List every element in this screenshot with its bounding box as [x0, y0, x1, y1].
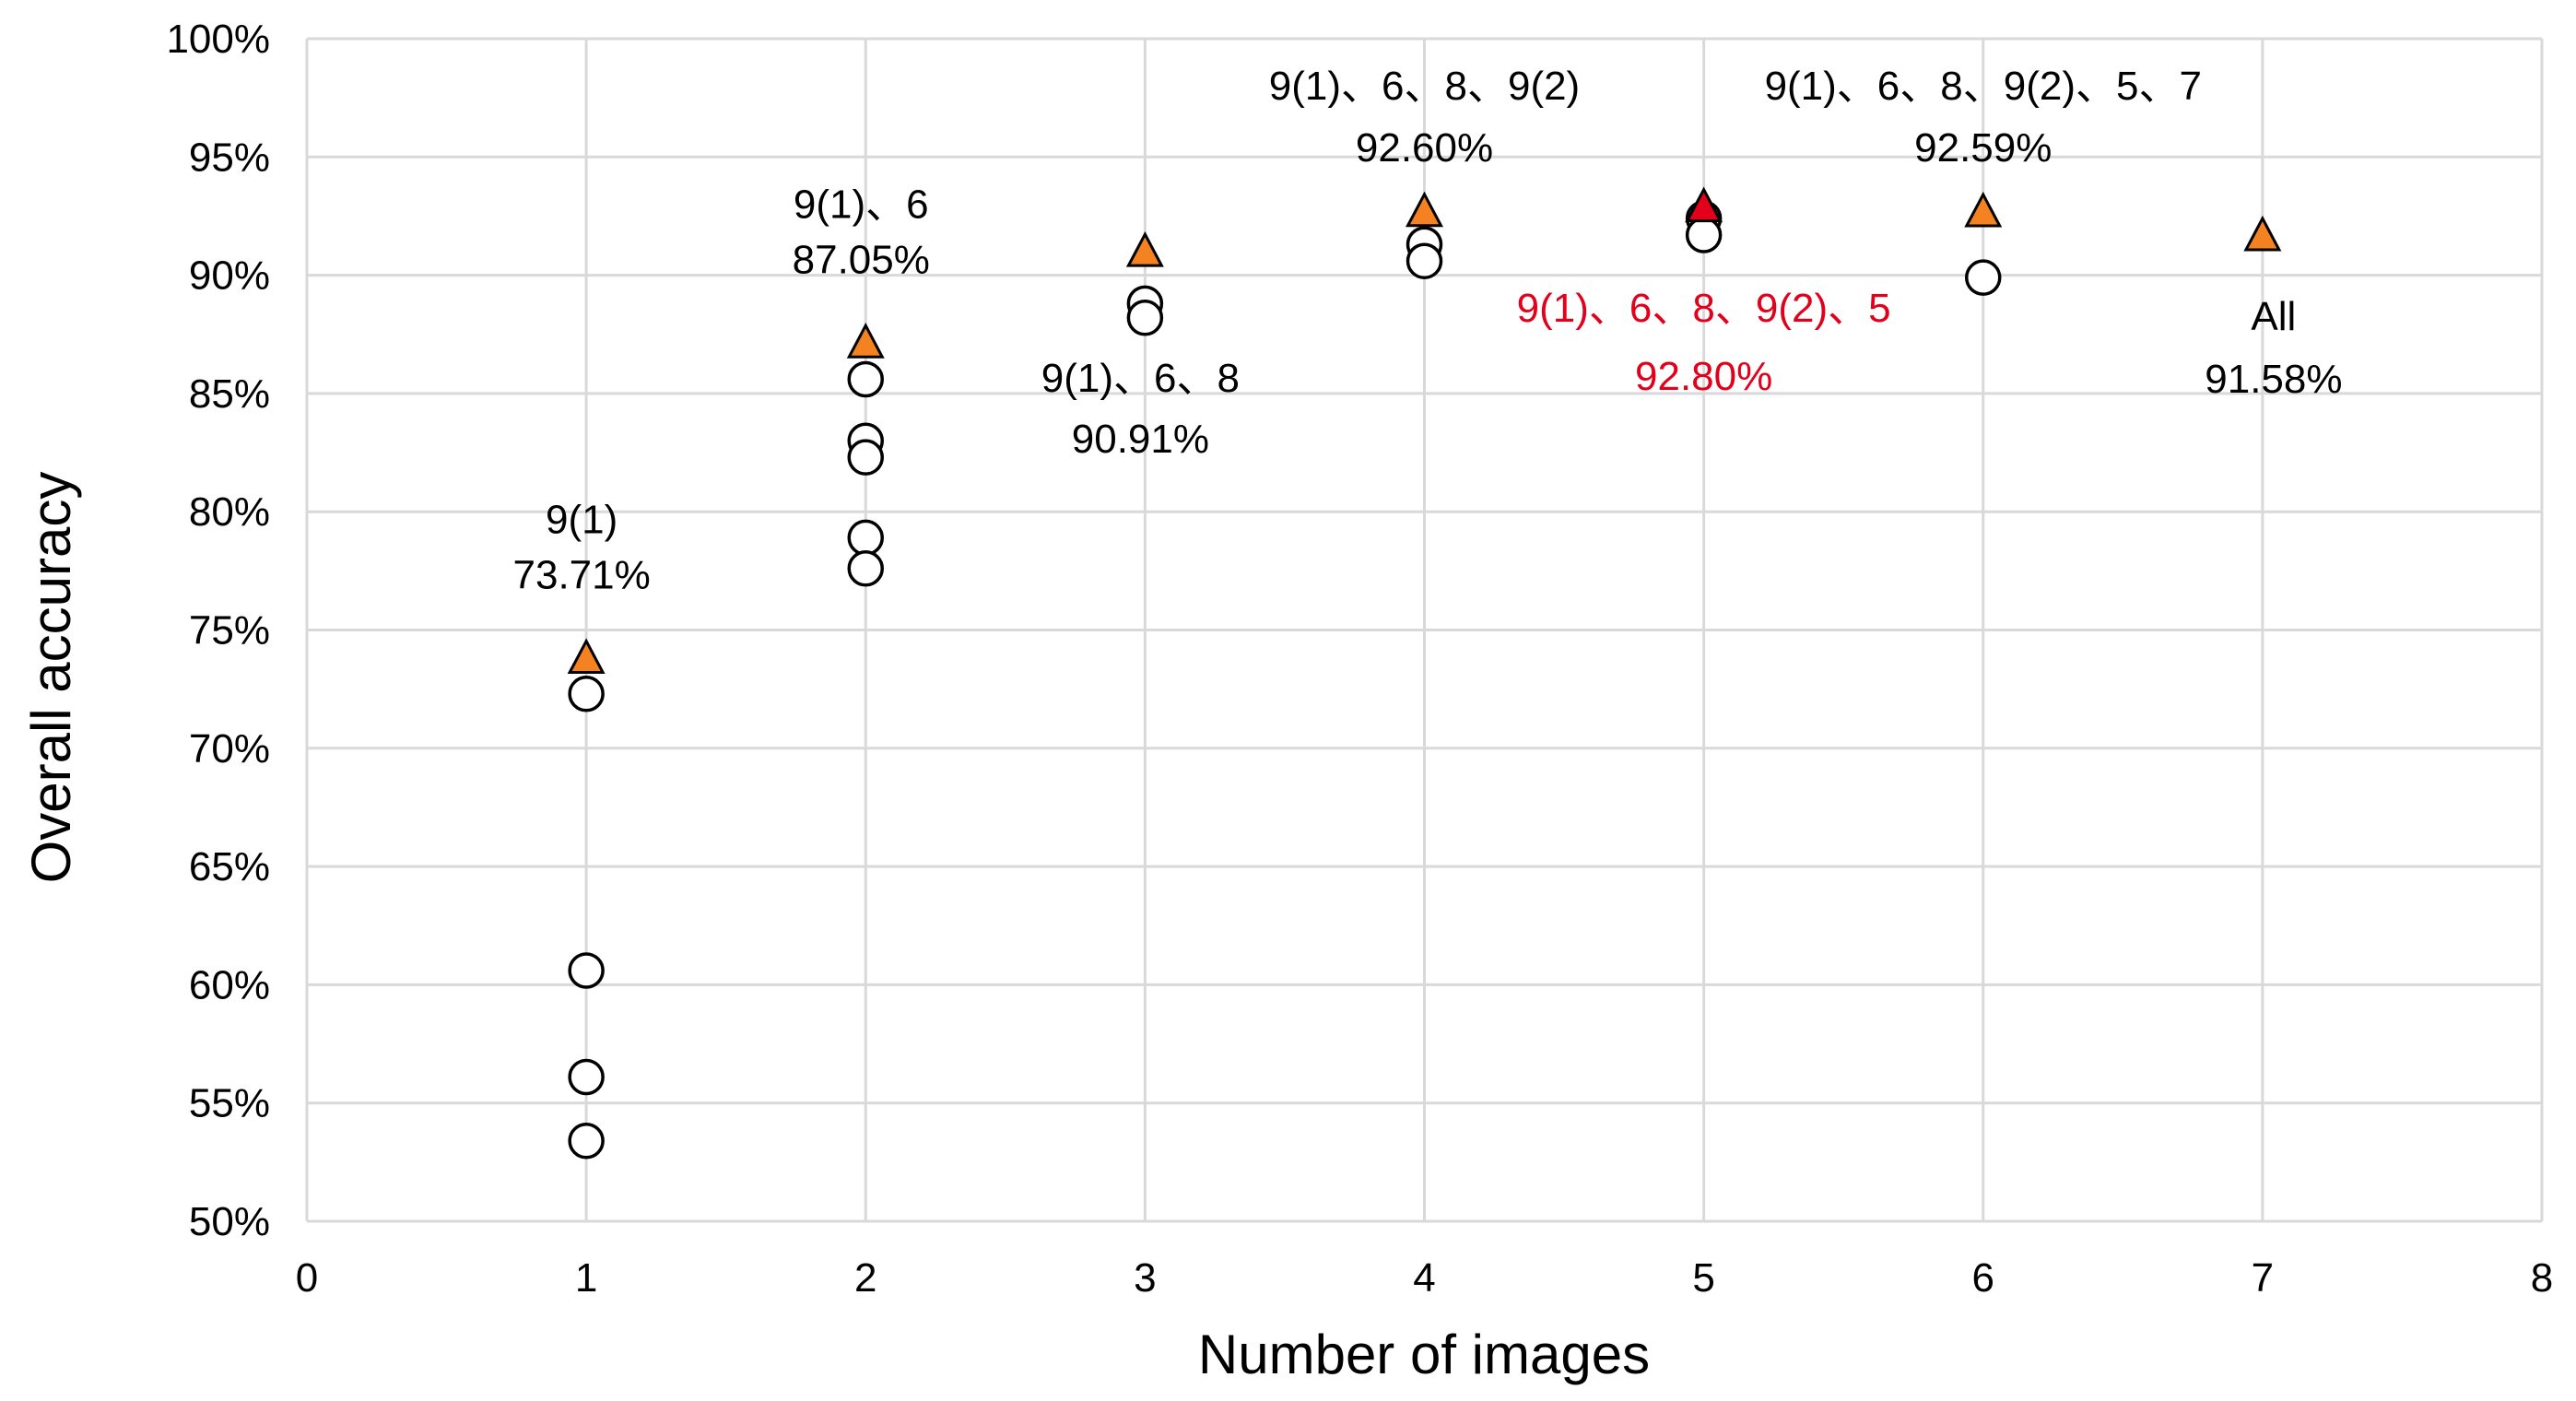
x-tick-label: 7 [2252, 1255, 2274, 1301]
x-axis-title: Number of images [1198, 1324, 1650, 1385]
y-axis-title: Overall accuracy [20, 472, 82, 884]
combo-label: 9(1)、6、8 [1041, 356, 1240, 401]
accuracy-label: 92.80% [1635, 354, 1772, 399]
circle-point [1685, 217, 1723, 253]
circle-point [1965, 259, 2002, 296]
triangle-point [846, 323, 885, 359]
accuracy-label: 92.60% [1356, 125, 1493, 171]
y-tick-label: 95% [189, 135, 270, 180]
accuracy-label: 87.05% [793, 237, 930, 282]
triangle-point [2243, 215, 2282, 252]
combo-label: 9(1)、6、8、9(2) [1269, 64, 1580, 109]
accuracy-label: 92.59% [1914, 125, 2052, 171]
annotations: 9(1) 73.71% 9(1)、6 87.05% 9(1)、6、8 90.91% 9(1)… [513, 64, 2343, 598]
circle-point [568, 952, 605, 989]
x-tick-label: 6 [1972, 1255, 1994, 1301]
circle-point [568, 1058, 605, 1096]
combo-label: 9(1) [546, 498, 618, 543]
circle-point [1406, 242, 1443, 279]
y-tick-label: 85% [189, 371, 270, 417]
x-tick-label: 0 [296, 1255, 318, 1301]
triangle-point [1406, 191, 1443, 228]
y-tick-label: 75% [189, 608, 270, 653]
triangle-markers [567, 186, 2282, 675]
y-tick-label: 55% [189, 1081, 270, 1126]
y-tick-label: 100% [166, 17, 270, 62]
circle-point [847, 550, 884, 587]
y-axis-ticks: 50% 55% 60% 65% 70% 75% 80% 85% 90% 95% 100% [166, 17, 270, 1244]
x-tick-label: 8 [2531, 1255, 2553, 1301]
x-tick-label: 4 [1413, 1255, 1435, 1301]
combo-label: 9(1)、6 [794, 182, 929, 227]
y-tick-label: 60% [189, 962, 270, 1007]
combo-label: 9(1)、6、8、9(2)、5 [1517, 286, 1891, 331]
combo-label: All [2251, 294, 2296, 339]
triangle-point [567, 638, 606, 675]
y-tick-label: 70% [189, 726, 270, 771]
x-tick-label: 2 [854, 1255, 876, 1301]
x-tick-label: 3 [1134, 1255, 1156, 1301]
y-tick-label: 80% [189, 489, 270, 535]
circle-point [1126, 300, 1164, 336]
x-tick-label: 5 [1692, 1255, 1714, 1301]
circle-point [568, 676, 605, 712]
circle-point [568, 1123, 605, 1160]
y-tick-label: 90% [189, 253, 270, 299]
circle-point [847, 439, 884, 476]
x-tick-label: 1 [575, 1255, 597, 1301]
accuracy-label: 73.71% [513, 553, 651, 598]
y-tick-label: 50% [189, 1199, 270, 1244]
circle-point [847, 519, 884, 557]
grid [305, 37, 2544, 1223]
triangle-point [1685, 186, 1723, 223]
triangle-point [1964, 191, 2003, 228]
y-tick-label: 65% [189, 844, 270, 889]
triangle-point [1125, 230, 1164, 267]
accuracy-label: 90.91% [1072, 417, 1209, 462]
combo-label: 9(1)、6、8、9(2)、5、7 [1765, 64, 2202, 109]
x-axis-ticks: 0 1 2 3 4 5 6 7 8 [296, 1255, 2553, 1301]
circle-point [847, 360, 884, 398]
accuracy-label: 91.58% [2205, 357, 2342, 402]
circle-markers [568, 200, 2002, 1160]
